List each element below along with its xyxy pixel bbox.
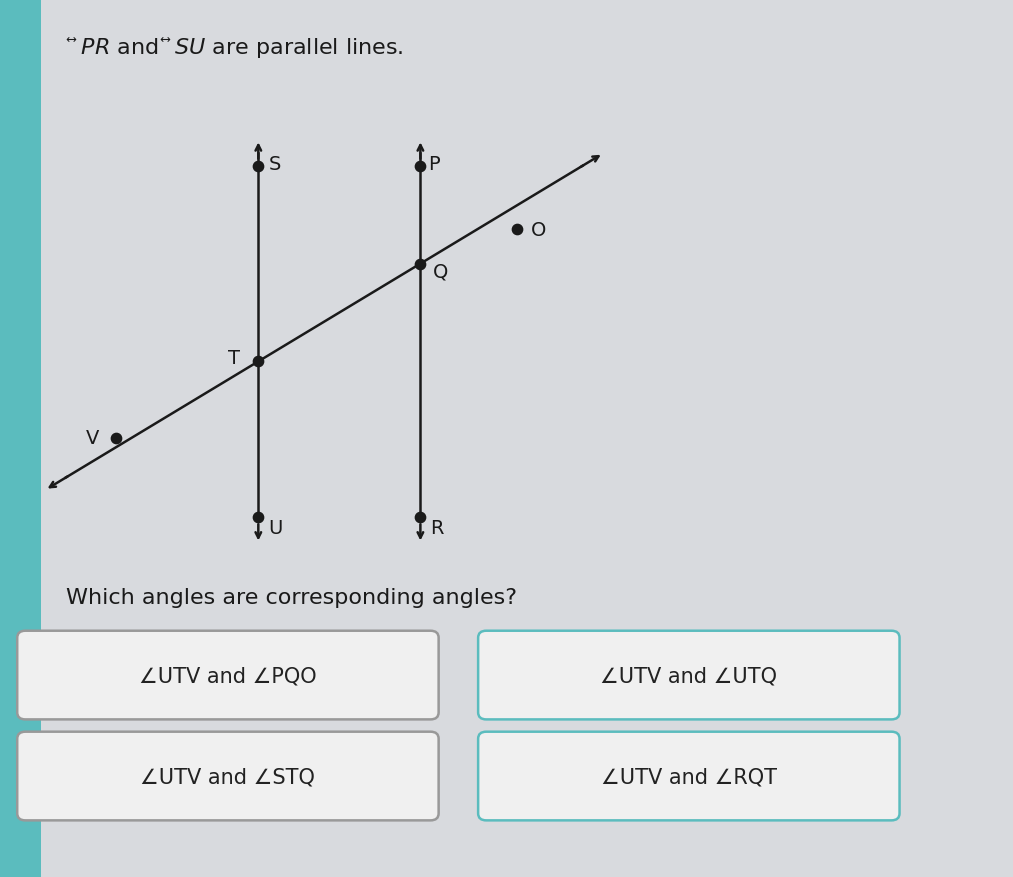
FancyBboxPatch shape: [41, 0, 1013, 877]
Point: [509, 223, 525, 237]
Text: P: P: [428, 154, 440, 174]
Text: V: V: [86, 429, 99, 448]
FancyBboxPatch shape: [17, 631, 439, 719]
Point: [412, 257, 428, 271]
Text: ∠UTV and ∠UTQ: ∠UTV and ∠UTQ: [601, 666, 777, 685]
Text: ∠UTV and ∠STQ: ∠UTV and ∠STQ: [141, 766, 315, 786]
FancyBboxPatch shape: [478, 631, 900, 719]
Text: R: R: [431, 518, 444, 538]
Point: [108, 431, 125, 446]
Point: [250, 355, 266, 369]
Text: Q: Q: [433, 262, 448, 281]
Point: [412, 160, 428, 174]
Text: U: U: [268, 518, 283, 538]
FancyBboxPatch shape: [478, 731, 900, 821]
Text: O: O: [531, 220, 546, 239]
Text: S: S: [268, 154, 281, 174]
Point: [250, 160, 266, 174]
Text: Which angles are corresponding angles?: Which angles are corresponding angles?: [66, 588, 517, 608]
Text: ∠UTV and ∠RQT: ∠UTV and ∠RQT: [601, 766, 777, 786]
Point: [412, 510, 428, 524]
FancyBboxPatch shape: [17, 731, 439, 821]
Text: $\overleftrightarrow{PR}$ and $\overleftrightarrow{SU}$ are parallel lines.: $\overleftrightarrow{PR}$ and $\overleft…: [66, 35, 403, 60]
FancyBboxPatch shape: [0, 0, 51, 877]
Text: ∠UTV and ∠PQO: ∠UTV and ∠PQO: [139, 666, 317, 685]
Text: T: T: [228, 348, 240, 367]
Point: [250, 510, 266, 524]
